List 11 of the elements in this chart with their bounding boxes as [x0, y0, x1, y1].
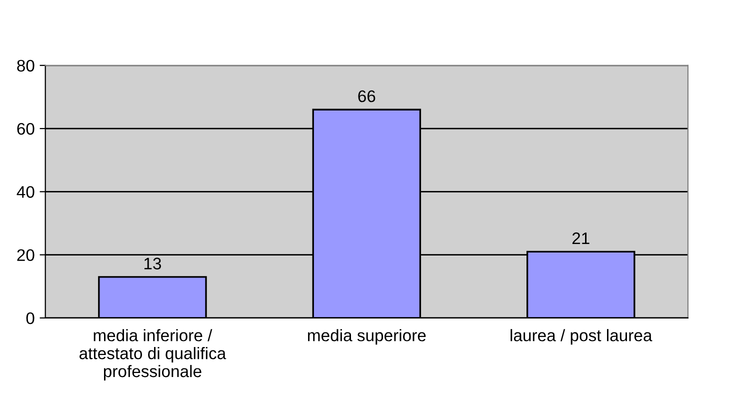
y-tick-label: 60 [17, 122, 34, 135]
y-tick-label: 40 [16, 186, 34, 198]
x-tick-label: laurea / post laurea [510, 329, 652, 345]
y-tick-label: 0 [26, 312, 34, 324]
data-label: 13 [144, 258, 161, 270]
x-tick-label: media superiore [308, 329, 426, 345]
x-tick-label: media inferiore / attestato di qualifica professionale [80, 329, 226, 381]
data-label: 66 [358, 90, 376, 102]
data-label: 21 [572, 232, 590, 244]
y-tick-label: 20 [17, 249, 34, 262]
y-tick-label: 80 [17, 60, 34, 72]
